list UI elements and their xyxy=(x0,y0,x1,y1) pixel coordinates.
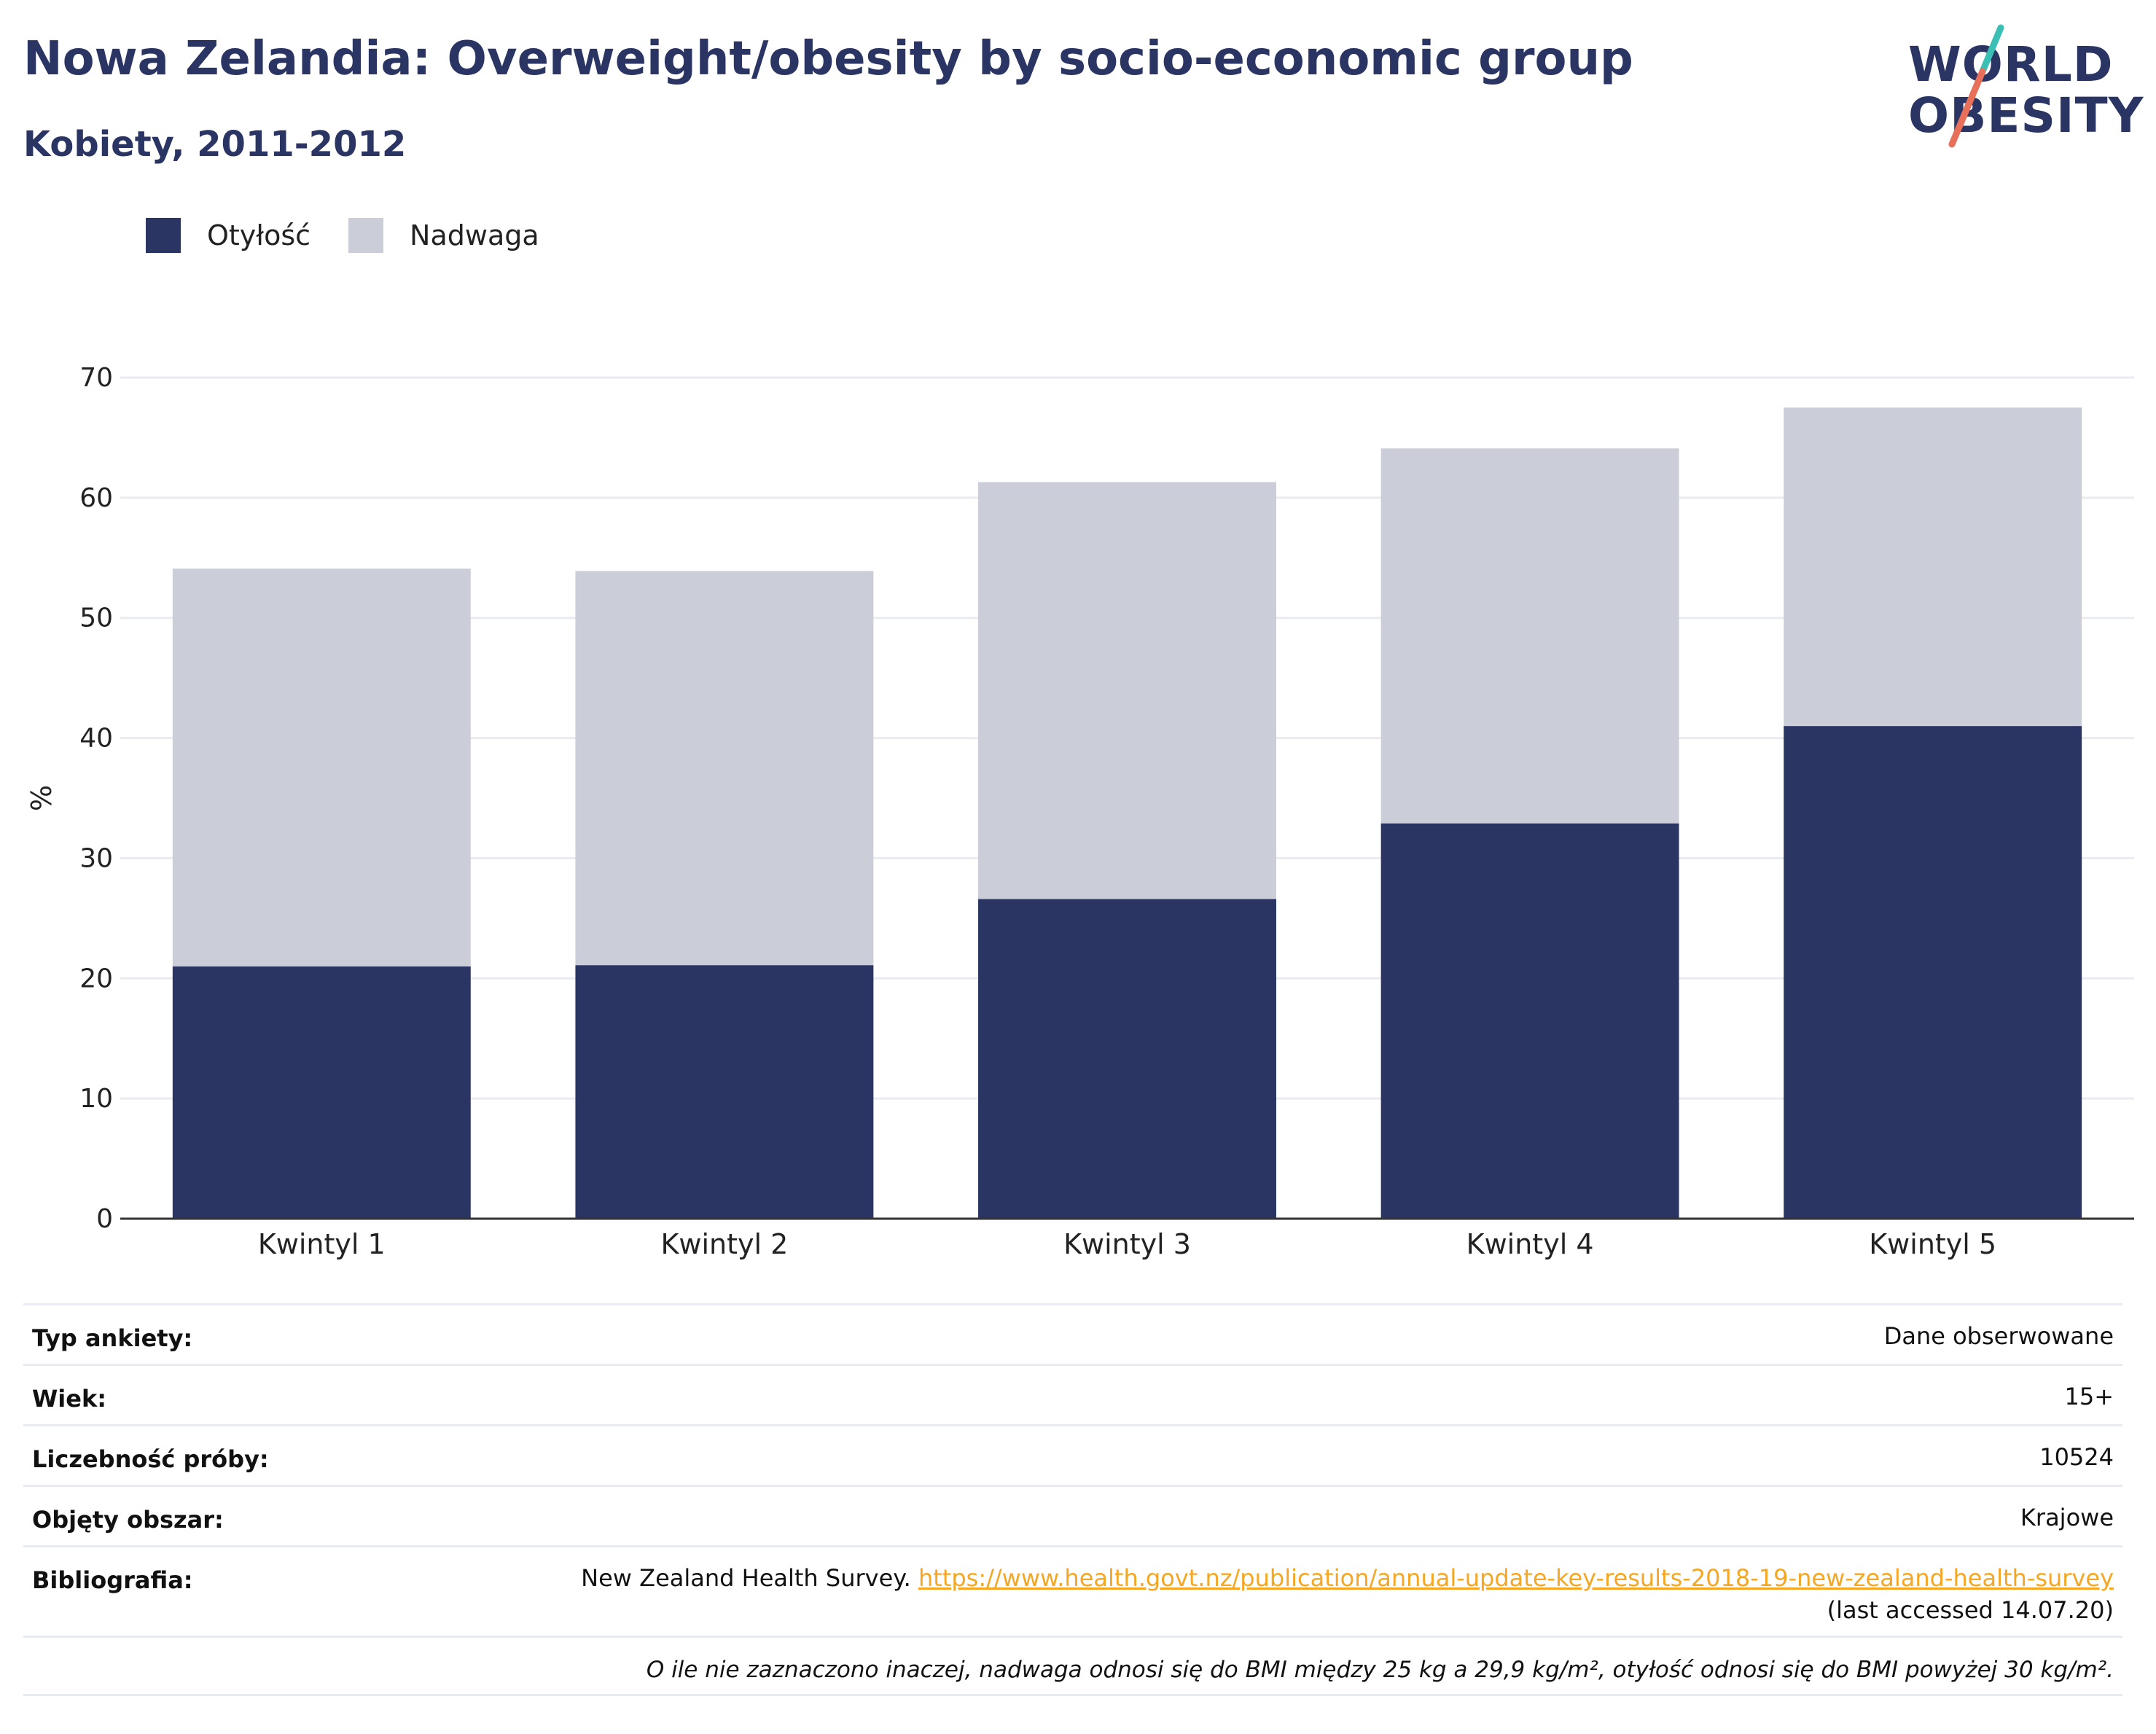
y-tick-label: 70 xyxy=(79,363,113,393)
meta-value-sample-size: 10524 xyxy=(2039,1443,2114,1471)
bibliography-accessed: (last accessed 14.07.20) xyxy=(1827,1596,2114,1624)
x-tick-label: Kwintyl 4 xyxy=(1466,1228,1594,1260)
logo-word-world: WORLD xyxy=(1908,36,2114,93)
meta-row-bibliography: Bibliografia: New Zealand Health Survey.… xyxy=(23,1545,2122,1636)
logo-slash-icon xyxy=(1948,24,2004,148)
bar-nadwaga xyxy=(575,571,874,966)
logo-word-obesity: OBESITY xyxy=(1908,87,2144,144)
bar-otylosc xyxy=(1380,823,1679,1219)
chart-title: Nowa Zelandia: Overweight/obesity by soc… xyxy=(23,32,1633,86)
meta-row-area: Objęty obszar: Krajowe xyxy=(23,1485,2122,1545)
legend-item-nadwaga[interactable]: Nadwaga xyxy=(348,218,539,253)
meta-value-bibliography: New Zealand Health Survey. https://www.h… xyxy=(581,1562,2114,1626)
bar-otylosc xyxy=(575,965,874,1219)
meta-label-age: Wiek: xyxy=(32,1385,107,1413)
x-tick-label: Kwintyl 5 xyxy=(1869,1228,1996,1260)
meta-label-sample-size: Liczebność próby: xyxy=(32,1445,269,1473)
world-obesity-logo: WORLD OBESITY xyxy=(1902,20,2143,152)
meta-label-bibliography: Bibliografia: xyxy=(32,1566,193,1594)
meta-row-survey-type: Typ ankiety: Dane obserwowane xyxy=(23,1303,2122,1364)
meta-row-age: Wiek: 15+ xyxy=(23,1364,2122,1424)
bibliography-link[interactable]: https://www.health.govt.nz/publication/a… xyxy=(918,1564,2114,1592)
x-tick-label: Kwintyl 1 xyxy=(258,1228,386,1260)
bar-nadwaga xyxy=(172,569,471,966)
bar-nadwaga xyxy=(978,482,1276,899)
bar-otylosc xyxy=(1784,726,2082,1219)
meta-label-area: Objęty obszar: xyxy=(32,1506,224,1534)
y-tick-label: 0 xyxy=(96,1204,113,1234)
meta-row-sample-size: Liczebność próby: 10524 xyxy=(23,1424,2122,1485)
meta-value-age: 15+ xyxy=(2064,1383,2114,1410)
legend-swatch-nadwaga xyxy=(348,218,384,253)
bar-otylosc xyxy=(978,899,1276,1219)
y-tick-label: 50 xyxy=(79,604,113,633)
meta-value-survey-type: Dane obserwowane xyxy=(1883,1322,2114,1350)
legend-label-otylosc: Otyłość xyxy=(207,219,311,251)
bibliography-source: New Zealand Health Survey. xyxy=(581,1564,911,1592)
bar-nadwaga xyxy=(1380,448,1679,824)
y-tick-label: 30 xyxy=(79,843,113,873)
chart-legend: Otyłość Nadwaga xyxy=(146,217,577,254)
meta-value-area: Krajowe xyxy=(2020,1504,2114,1531)
bar-nadwaga xyxy=(1784,407,2082,727)
bmi-definition-note: O ile nie zaznaczono inaczej, nadwaga od… xyxy=(646,1657,2114,1683)
chart-subtitle: Kobiety, 2011-2012 xyxy=(23,124,407,165)
x-tick-label: Kwintyl 2 xyxy=(660,1228,788,1260)
legend-swatch-otylosc xyxy=(146,218,181,253)
stacked-bar-chart: 0 10 20 30 40 50 60 70% Kwintyl 1 Kwintyl 2 Kwinty… xyxy=(26,363,2134,1260)
y-tick-label: 10 xyxy=(79,1084,113,1114)
meta-label-survey-type: Typ ankiety: xyxy=(32,1324,193,1352)
y-tick-label: 20 xyxy=(79,964,113,993)
bibliography-source-line: New Zealand Health Survey. https://www.h… xyxy=(581,1562,2114,1594)
bar-otylosc xyxy=(172,966,471,1219)
meta-row-note: O ile nie zaznaczono inaczej, nadwaga od… xyxy=(23,1636,2122,1696)
x-tick-label: Kwintyl 3 xyxy=(1063,1228,1191,1260)
y-tick-label: 40 xyxy=(79,724,113,754)
metadata-table: Typ ankiety: Dane obserwowane Wiek: 15+ … xyxy=(23,1303,2122,1696)
y-tick-label: 60 xyxy=(79,483,113,513)
legend-item-otylosc[interactable]: Otyłość xyxy=(146,218,310,253)
y-axis-label: % xyxy=(26,785,58,811)
legend-label-nadwaga: Nadwaga xyxy=(410,219,539,251)
